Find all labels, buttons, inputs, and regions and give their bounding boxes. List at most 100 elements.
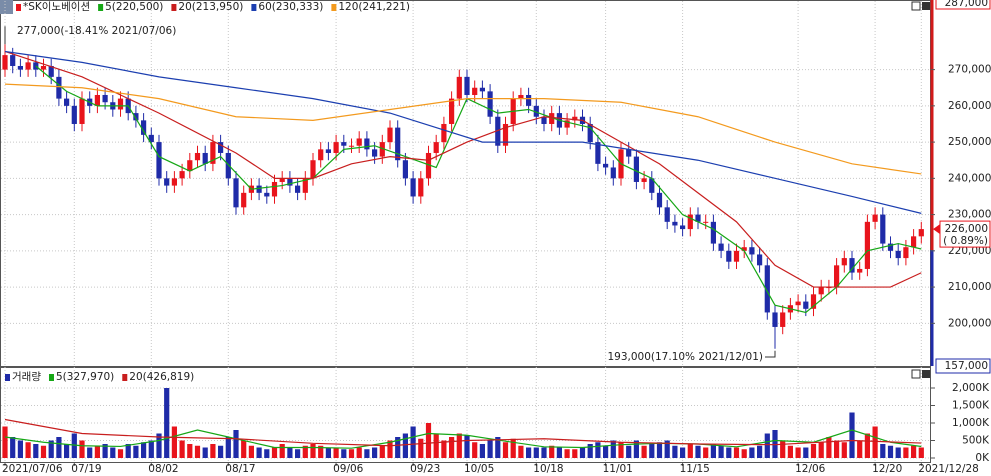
candle-body <box>710 221 716 244</box>
candle-body <box>518 94 524 99</box>
candle-body <box>102 94 108 103</box>
candle-body <box>418 178 424 197</box>
volume-bar <box>541 447 547 458</box>
volume-bar <box>372 447 378 458</box>
volume-bar <box>33 444 39 458</box>
x-tick-label: 12/20 <box>872 463 902 475</box>
volume-bar <box>695 445 701 458</box>
y-tick-label: 270,000 <box>948 64 991 76</box>
annotation-arrow <box>765 350 776 358</box>
window-button[interactable] <box>922 370 930 378</box>
volume-bar <box>895 447 901 458</box>
legend-swatch <box>331 4 337 11</box>
volume-bar <box>834 440 840 458</box>
y-tick-label: 250,000 <box>948 136 991 148</box>
volume-bar <box>780 440 786 458</box>
legend-swatch <box>251 4 257 11</box>
volume-bar <box>256 447 262 458</box>
candle-body <box>264 192 270 197</box>
volume-bar <box>425 423 432 458</box>
ma-line <box>4 83 922 175</box>
volume-bar <box>795 447 801 458</box>
volume-bar <box>333 447 339 458</box>
volume-bar <box>102 444 108 458</box>
volume-bar <box>410 426 416 458</box>
volume-bar <box>564 449 570 458</box>
candle-body <box>795 301 801 306</box>
y-tick-label: 200,000 <box>948 317 991 329</box>
y-tick-label: 230,000 <box>948 209 991 221</box>
candle-body <box>433 142 439 153</box>
candle-body <box>864 221 870 269</box>
volume-bar <box>579 447 586 458</box>
candle-body <box>333 142 339 153</box>
candle-body <box>25 62 31 70</box>
candle-body <box>287 178 293 186</box>
volume-bar <box>487 440 493 458</box>
ma-line <box>4 418 922 447</box>
candle-body <box>487 91 493 117</box>
candle-body <box>587 123 593 143</box>
volume-bar <box>264 449 270 458</box>
volume-bar <box>818 442 824 458</box>
candle-body <box>749 247 755 255</box>
volume-bar <box>387 440 393 458</box>
axis-min-box <box>935 358 991 374</box>
panel-icon <box>0 0 13 14</box>
candle-body <box>379 142 385 157</box>
volume-bar <box>395 437 401 458</box>
candle-body <box>741 247 747 251</box>
candle-body <box>148 134 154 143</box>
volume-bar <box>687 444 693 458</box>
candle-body <box>441 123 447 143</box>
volume-bar <box>872 426 878 458</box>
last-change: ( 0.89%) <box>943 235 988 247</box>
volume-bar <box>164 388 170 458</box>
candle-body <box>356 138 362 146</box>
volume-bar <box>117 449 124 458</box>
window-button[interactable] <box>922 2 930 10</box>
x-tick-label: 09/06 <box>333 463 364 475</box>
candle-body <box>764 265 770 313</box>
window-button[interactable] <box>911 369 921 379</box>
volume-bar <box>641 445 647 458</box>
volume-bar <box>703 447 709 458</box>
volume-bar <box>302 445 308 458</box>
axis-min-label: 157,000 <box>945 360 988 372</box>
legend-swatch <box>122 374 128 381</box>
candle-body <box>395 127 401 161</box>
x-tick-label: 07/19 <box>71 463 101 475</box>
volume-bar <box>210 444 216 458</box>
legend-swatch <box>5 374 10 381</box>
volume-bar <box>433 433 439 458</box>
candle-body <box>834 265 840 288</box>
volume-bar <box>610 440 616 458</box>
candle-body <box>40 65 47 70</box>
volume-bar <box>418 438 424 458</box>
candle-body <box>810 294 817 309</box>
candle-body <box>572 116 578 121</box>
candle-body <box>680 225 686 230</box>
window-button[interactable] <box>911 1 921 11</box>
volume-bar <box>17 440 23 458</box>
volume-bar <box>318 445 324 458</box>
volume-bar <box>25 442 31 458</box>
volume-bar <box>518 445 524 458</box>
annotation: 277,000(-18.41% 2021/07/06) <box>17 25 176 37</box>
candle-body <box>218 142 224 153</box>
candle-body <box>456 76 462 99</box>
candle-body <box>595 142 601 164</box>
volume-bar <box>656 442 663 458</box>
volume-bar <box>549 445 555 458</box>
candle-body <box>533 105 539 117</box>
candle-body <box>911 236 917 248</box>
x-tick-label: 10/18 <box>533 463 563 475</box>
candle-body <box>387 127 393 143</box>
candle-body <box>56 76 62 99</box>
last-price: 226,000 <box>945 223 988 235</box>
ma-line <box>4 429 922 449</box>
volume-bar <box>379 445 385 458</box>
volume-bar <box>364 449 370 458</box>
candle-body <box>626 149 632 157</box>
